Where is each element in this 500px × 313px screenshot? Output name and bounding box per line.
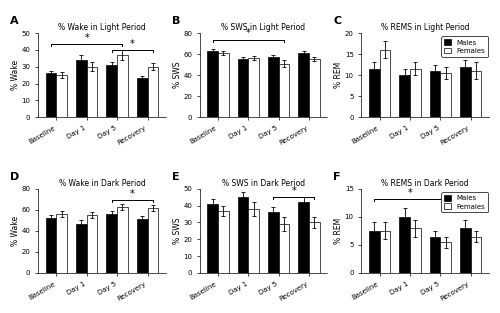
Bar [309, 59, 320, 117]
Bar [46, 74, 56, 117]
Bar [309, 223, 320, 273]
Text: C: C [333, 16, 342, 26]
Bar [208, 51, 218, 117]
Bar [117, 55, 128, 117]
Y-axis label: % REM: % REM [334, 218, 344, 244]
Title: % Wake in Light Period: % Wake in Light Period [58, 23, 146, 32]
Bar [106, 214, 117, 273]
Legend: Males, Females: Males, Females [441, 37, 488, 57]
Bar [430, 71, 440, 117]
Y-axis label: % SWS: % SWS [172, 62, 182, 88]
Bar [248, 209, 259, 273]
Bar [369, 231, 380, 273]
Bar [369, 69, 380, 117]
Bar [218, 211, 228, 273]
Title: % SWS in Dark Period: % SWS in Dark Period [222, 179, 305, 188]
Bar [460, 228, 470, 273]
Bar [470, 71, 482, 117]
Y-axis label: % Wake: % Wake [11, 60, 20, 90]
Bar [400, 75, 410, 117]
Bar [298, 53, 309, 117]
Bar [208, 204, 218, 273]
Bar [56, 214, 67, 273]
Bar [410, 228, 420, 273]
Bar [278, 64, 289, 117]
Bar [46, 218, 56, 273]
Y-axis label: % REM: % REM [334, 62, 344, 88]
Text: *: * [84, 33, 89, 43]
Bar [148, 67, 158, 117]
Bar [238, 59, 248, 117]
Bar [268, 213, 278, 273]
Bar [238, 197, 248, 273]
Bar [86, 215, 98, 273]
Text: B: B [172, 16, 180, 26]
Bar [76, 60, 86, 117]
Bar [248, 58, 259, 117]
Bar [117, 207, 128, 273]
Bar [148, 208, 158, 273]
Text: F: F [333, 172, 340, 182]
Bar [430, 237, 440, 273]
Text: *: * [130, 188, 134, 198]
Text: D: D [10, 172, 20, 182]
Text: E: E [172, 172, 179, 182]
Bar [56, 75, 67, 117]
Bar [76, 223, 86, 273]
Bar [137, 219, 147, 273]
Title: % Wake in Dark Period: % Wake in Dark Period [58, 179, 146, 188]
Title: % REMS in Light Period: % REMS in Light Period [381, 23, 470, 32]
Text: *: * [292, 186, 296, 196]
Bar [86, 67, 98, 117]
Text: A: A [10, 16, 18, 26]
Bar [137, 79, 147, 117]
Text: *: * [130, 38, 134, 49]
Bar [380, 50, 390, 117]
Title: % REMS in Dark Period: % REMS in Dark Period [382, 179, 469, 188]
Y-axis label: % SWS: % SWS [172, 218, 182, 244]
Text: *: * [408, 188, 412, 198]
Bar [440, 242, 451, 273]
Bar [106, 65, 117, 117]
Title: % SWS in Light Period: % SWS in Light Period [222, 23, 306, 32]
Text: *: * [246, 28, 250, 38]
Bar [410, 69, 420, 117]
Bar [470, 237, 482, 273]
Bar [460, 67, 470, 117]
Bar [298, 202, 309, 273]
Y-axis label: % Wake: % Wake [11, 216, 20, 246]
Bar [278, 224, 289, 273]
Bar [440, 73, 451, 117]
Bar [268, 57, 278, 117]
Bar [380, 231, 390, 273]
Bar [218, 53, 228, 117]
Bar [400, 217, 410, 273]
Legend: Males, Females: Males, Females [441, 192, 488, 213]
